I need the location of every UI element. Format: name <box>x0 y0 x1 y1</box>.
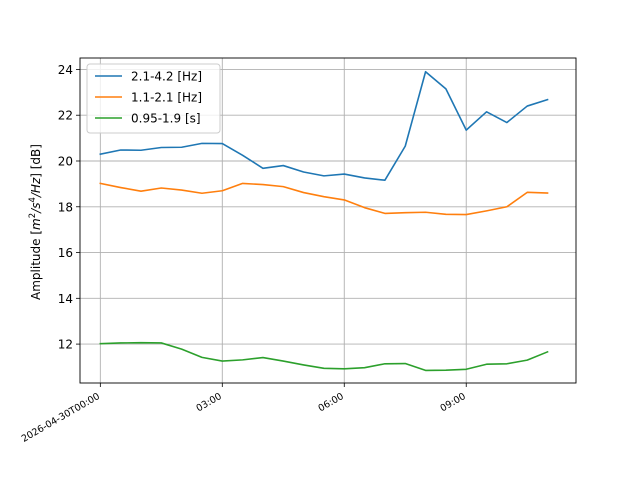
y-tick-label: 14 <box>58 292 73 306</box>
y-tick-label: 12 <box>58 338 73 352</box>
legend-label-3: 0.95-1.9 [s] <box>131 112 201 126</box>
y-tick-label: 20 <box>58 154 73 168</box>
y-tick-label: 16 <box>58 246 73 260</box>
y-tick-label: 24 <box>58 63 73 77</box>
series-line-2 <box>99 182 549 216</box>
plot-frame <box>79 57 577 384</box>
legend-label-1: 2.1-4.2 [Hz] <box>131 70 202 84</box>
series-line-1 <box>99 70 549 182</box>
y-tick-label: 18 <box>58 200 73 214</box>
y-tick-label: 22 <box>58 109 73 123</box>
legend-label-2: 1.1-2.1 [Hz] <box>131 91 202 105</box>
legend: 2.1-4.2 [Hz] 1.1-2.1 [Hz] 0.95-1.9 [s] <box>86 63 221 134</box>
y-axis-label: Amplitude [m2/s4/Hz] [dB] <box>28 144 43 300</box>
series-line-3 <box>99 341 549 372</box>
legend-box <box>86 63 221 134</box>
series-lines <box>99 70 549 372</box>
